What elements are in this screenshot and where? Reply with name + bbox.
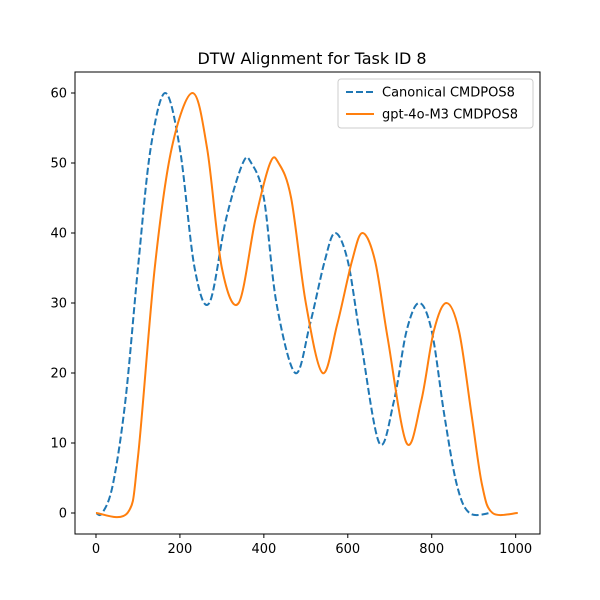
legend: Canonical CMDPOS8 gpt-4o-M3 CMDPOS8 xyxy=(337,78,534,129)
axis-ticks: 0 200 400 600 800 1000 0 10 20 30 40 50 60 xyxy=(50,87,532,558)
series-line-1 xyxy=(95,92,518,519)
y-tick-label: 10 xyxy=(50,437,67,452)
y-tick-label: 30 xyxy=(50,297,67,312)
x-tick-label: 400 xyxy=(251,542,276,557)
x-tick-label: 600 xyxy=(335,542,360,557)
y-tick-label: 60 xyxy=(50,87,67,102)
series-line-0 xyxy=(95,92,491,517)
x-tick-label: 200 xyxy=(168,542,193,557)
y-tick-label: 50 xyxy=(50,157,67,172)
y-tick-label: 20 xyxy=(50,367,67,382)
legend-label-1: gpt-4o-M3 CMDPOS8 xyxy=(382,108,518,123)
legend-box xyxy=(337,78,534,129)
plot-area xyxy=(95,92,518,519)
y-tick-label: 0 xyxy=(59,507,67,522)
x-tick-label: 800 xyxy=(419,542,444,557)
chart-title: DTW Alignment for Task ID 8 xyxy=(197,49,426,68)
x-tick-label: 1000 xyxy=(499,542,532,557)
y-tick-label: 40 xyxy=(50,227,67,242)
legend-label-0: Canonical CMDPOS8 xyxy=(382,86,515,101)
x-tick-label: 0 xyxy=(92,542,100,557)
